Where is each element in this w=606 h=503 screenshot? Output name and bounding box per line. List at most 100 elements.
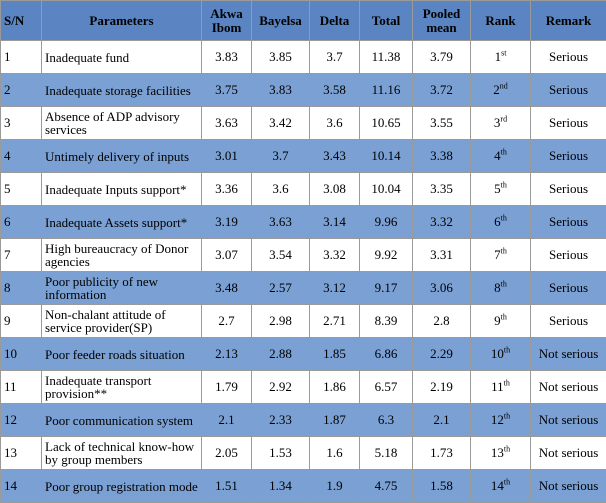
cell-sn: 5 xyxy=(1,173,42,206)
rank-suffix: th xyxy=(501,280,507,289)
cell-parameter: Inadequate Inputs support* xyxy=(42,173,202,206)
cell-remark: Not serious xyxy=(531,437,606,470)
rank-suffix: rd xyxy=(500,115,507,124)
cell-rank: 2nd xyxy=(471,74,531,107)
rank-suffix: th xyxy=(504,412,510,421)
cell-parameter: Poor group registration mode xyxy=(42,470,202,503)
cell-rank: 5th xyxy=(471,173,531,206)
cell-bayelsa: 2.88 xyxy=(252,338,310,371)
rank-number: 14 xyxy=(491,478,504,493)
rank-number: 13 xyxy=(491,445,504,460)
header-sn: S/N xyxy=(1,1,42,41)
cell-sn: 14 xyxy=(1,470,42,503)
cell-pooled-mean: 3.55 xyxy=(413,107,471,140)
cell-parameter: Absence of ADP advisory services xyxy=(42,107,202,140)
rank-suffix: th xyxy=(501,214,507,223)
header-delta: Delta xyxy=(310,1,360,41)
cell-rank: 10th xyxy=(471,338,531,371)
rank-suffix: th xyxy=(504,478,510,487)
cell-parameter: Non-chalant attitude of service provider… xyxy=(42,305,202,338)
header-remark: Remark xyxy=(531,1,606,41)
cell-delta: 3.32 xyxy=(310,239,360,272)
cell-remark: Serious xyxy=(531,140,606,173)
cell-total: 4.75 xyxy=(360,470,413,503)
cell-delta: 3.6 xyxy=(310,107,360,140)
cell-delta: 1.87 xyxy=(310,404,360,437)
cell-parameter: Lack of technical know-how by group memb… xyxy=(42,437,202,470)
cell-bayelsa: 3.63 xyxy=(252,206,310,239)
header-parameters: Parameters xyxy=(42,1,202,41)
cell-remark: Serious xyxy=(531,41,606,74)
rank-suffix: th xyxy=(504,346,510,355)
cell-remark: Serious xyxy=(531,305,606,338)
cell-rank: 9th xyxy=(471,305,531,338)
cell-rank: 7th xyxy=(471,239,531,272)
cell-delta: 3.08 xyxy=(310,173,360,206)
cell-sn: 10 xyxy=(1,338,42,371)
cell-bayelsa: 3.42 xyxy=(252,107,310,140)
cell-total: 6.3 xyxy=(360,404,413,437)
cell-bayelsa: 3.54 xyxy=(252,239,310,272)
cell-rank: 4th xyxy=(471,140,531,173)
cell-rank: 8th xyxy=(471,272,531,305)
cell-pooled-mean: 3.72 xyxy=(413,74,471,107)
cell-akwa-ibom: 2.7 xyxy=(202,305,252,338)
cell-delta: 1.6 xyxy=(310,437,360,470)
table-row: 13 Lack of technical know-how by group me… xyxy=(1,437,606,470)
cell-total: 8.39 xyxy=(360,305,413,338)
cell-bayelsa: 1.34 xyxy=(252,470,310,503)
cell-delta: 3.14 xyxy=(310,206,360,239)
header-total: Total xyxy=(360,1,413,41)
cell-pooled-mean: 2.8 xyxy=(413,305,471,338)
cell-sn: 9 xyxy=(1,305,42,338)
header-akwa-ibom: Akwa Ibom xyxy=(202,1,252,41)
cell-remark: Serious xyxy=(531,206,606,239)
cell-remark: Not serious xyxy=(531,371,606,404)
cell-sn: 2 xyxy=(1,74,42,107)
cell-parameter: Inadequate transport provision** xyxy=(42,371,202,404)
cell-bayelsa: 2.33 xyxy=(252,404,310,437)
cell-rank: 6th xyxy=(471,206,531,239)
cell-akwa-ibom: 2.13 xyxy=(202,338,252,371)
cell-delta: 3.58 xyxy=(310,74,360,107)
cell-pooled-mean: 3.35 xyxy=(413,173,471,206)
cell-remark: Not serious xyxy=(531,470,606,503)
cell-bayelsa: 2.57 xyxy=(252,272,310,305)
cell-delta: 3.12 xyxy=(310,272,360,305)
header-pooled-mean: Pooled mean xyxy=(413,1,471,41)
cell-total: 11.16 xyxy=(360,74,413,107)
rank-suffix: th xyxy=(501,181,507,190)
cell-parameter: Inadequate Assets support* xyxy=(42,206,202,239)
cell-remark: Serious xyxy=(531,74,606,107)
cell-remark: Serious xyxy=(531,272,606,305)
rank-suffix: nd xyxy=(500,82,508,91)
cell-total: 9.92 xyxy=(360,239,413,272)
cell-akwa-ibom: 1.51 xyxy=(202,470,252,503)
cell-pooled-mean: 2.1 xyxy=(413,404,471,437)
rank-suffix: th xyxy=(504,379,510,388)
cell-akwa-ibom: 3.01 xyxy=(202,140,252,173)
cell-delta: 1.9 xyxy=(310,470,360,503)
cell-pooled-mean: 3.79 xyxy=(413,41,471,74)
cell-rank: 1st xyxy=(471,41,531,74)
cell-remark: Serious xyxy=(531,239,606,272)
cell-total: 9.96 xyxy=(360,206,413,239)
rank-number: 10 xyxy=(491,346,504,361)
cell-akwa-ibom: 1.79 xyxy=(202,371,252,404)
cell-bayelsa: 3.7 xyxy=(252,140,310,173)
cell-rank: 14th xyxy=(471,470,531,503)
cell-parameter: Inadequate fund xyxy=(42,41,202,74)
cell-parameter: Inadequate storage facilities xyxy=(42,74,202,107)
cell-akwa-ibom: 3.75 xyxy=(202,74,252,107)
cell-parameter: Poor feeder roads situation xyxy=(42,338,202,371)
cell-total: 11.38 xyxy=(360,41,413,74)
cell-pooled-mean: 3.32 xyxy=(413,206,471,239)
